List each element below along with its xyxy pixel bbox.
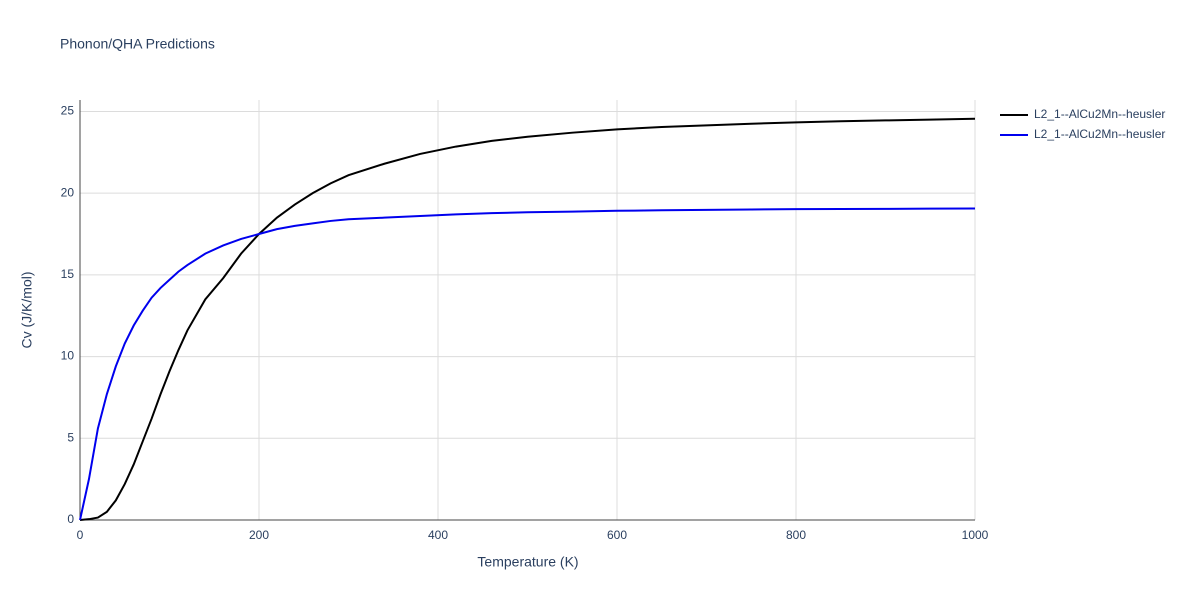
legend-label: L2_1--AlCu2Mn--heusler <box>1034 107 1165 121</box>
x-tick-label: 200 <box>249 528 269 542</box>
y-tick-label: 5 <box>67 430 74 444</box>
series-line <box>79 207 976 521</box>
legend-label: L2_1--AlCu2Mn--heusler <box>1034 127 1165 141</box>
x-tick-label: 1000 <box>962 528 989 542</box>
y-tick-label: 0 <box>67 512 74 526</box>
y-tick-label: 10 <box>61 349 75 363</box>
x-tick-label: 800 <box>786 528 806 542</box>
chart-title: Phonon/QHA Predictions <box>60 36 215 52</box>
x-tick-label: 0 <box>77 528 84 542</box>
y-axis-title: Cv (J/K/mol) <box>19 272 35 349</box>
series-line <box>79 117 976 521</box>
y-tick-label: 20 <box>61 185 75 199</box>
y-tick-label: 15 <box>61 267 75 281</box>
x-tick-label: 600 <box>607 528 627 542</box>
x-tick-label: 400 <box>428 528 448 542</box>
x-axis-title: Temperature (K) <box>477 554 578 570</box>
y-tick-label: 25 <box>61 104 75 118</box>
